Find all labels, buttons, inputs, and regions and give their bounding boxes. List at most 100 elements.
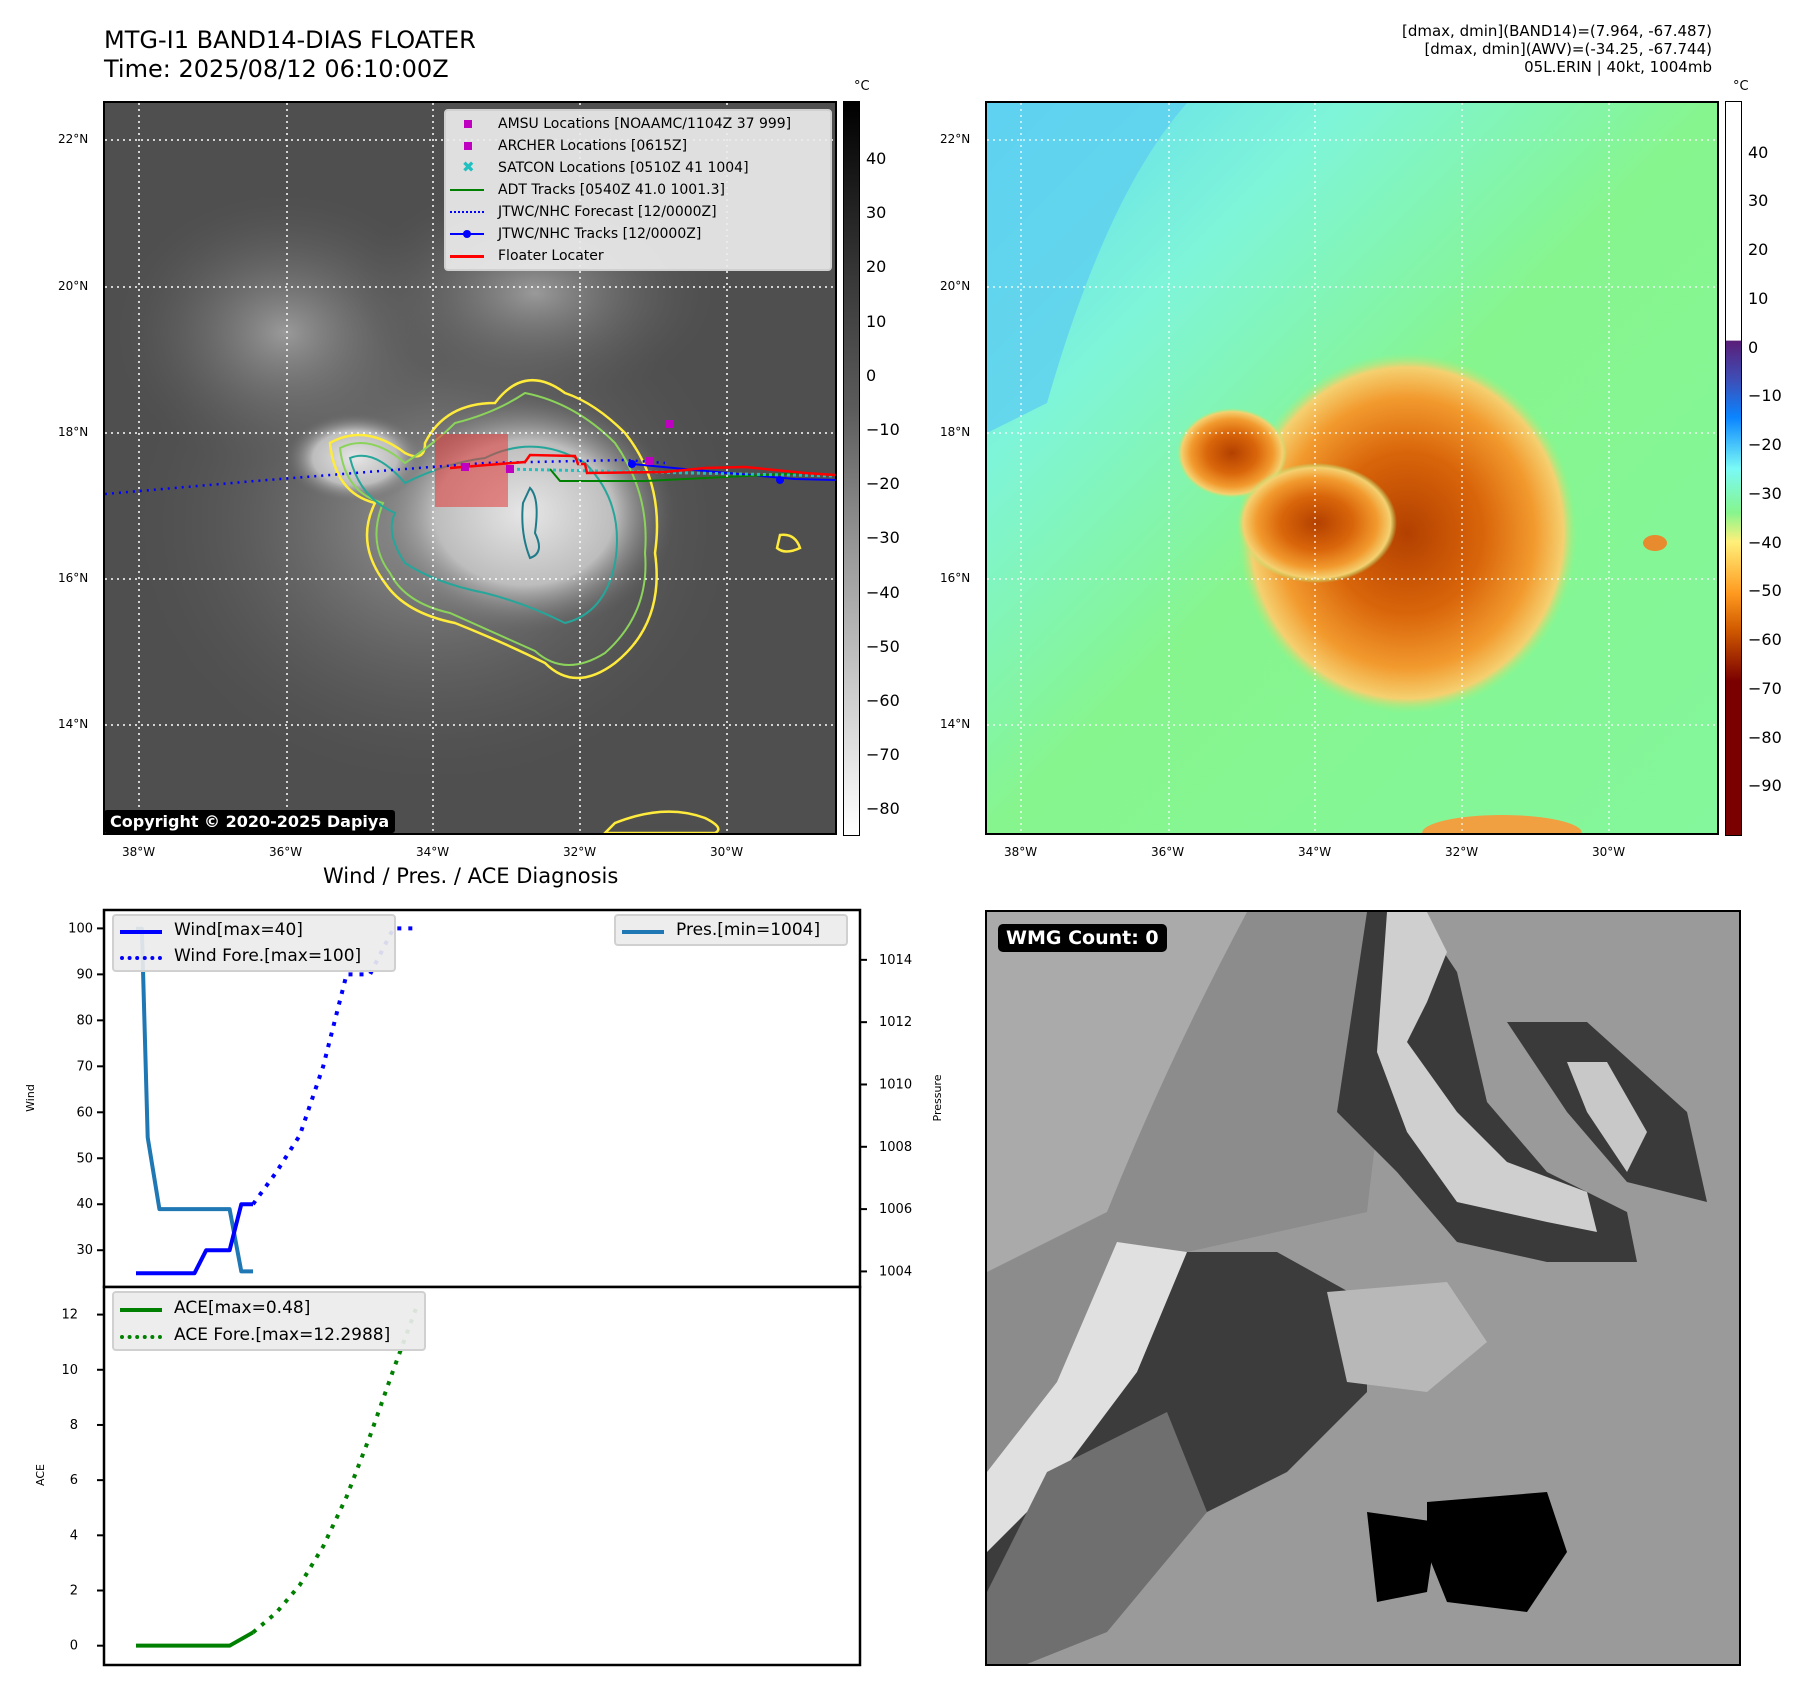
colorbar-tick: −50 bbox=[866, 637, 900, 656]
ace-legend: ACE[max=0.48] ACE Fore.[max=12.2988] bbox=[112, 1291, 426, 1351]
colorbar-tick: −40 bbox=[866, 583, 900, 602]
legend-label: AMSU Locations [NOAAMC/1104Z 37 999] bbox=[498, 116, 792, 132]
copyright-badge: Copyright © 2020-2025 Dapiya bbox=[105, 810, 396, 833]
lat-tick: 20°N bbox=[940, 279, 971, 293]
contour-yellow-small bbox=[775, 533, 802, 553]
square-marker-icon bbox=[464, 120, 472, 128]
wind-tick-label: 40 bbox=[76, 1197, 93, 1212]
legend-item-adt: ADT Tracks [0540Z 41.0 1001.3] bbox=[446, 179, 830, 201]
wmg-count-badge: WMG Count: 0 bbox=[998, 924, 1167, 952]
lon-tick: 36°W bbox=[1151, 845, 1185, 859]
map-gridlines bbox=[987, 103, 1717, 833]
legend-item-wind-forecast: Wind Fore.[max=100] bbox=[114, 943, 394, 969]
dotted-line-icon bbox=[450, 211, 484, 213]
lon-tick: 36°W bbox=[269, 845, 303, 859]
lat-tick: 22°N bbox=[940, 132, 971, 146]
ace-tick-label: 2 bbox=[70, 1584, 78, 1599]
legend-label: Pres.[min=1004] bbox=[676, 920, 821, 940]
contour-green bbox=[338, 391, 647, 666]
lat-tick: 16°N bbox=[58, 571, 89, 585]
line-icon bbox=[120, 1307, 162, 1312]
lat-tick: 20°N bbox=[58, 279, 89, 293]
satcon-locations bbox=[504, 467, 835, 478]
color-map-image bbox=[987, 103, 1717, 833]
lon-tick: 30°W bbox=[710, 845, 744, 859]
info-line-3: 05L.ERIN | 40kt, 1004mb bbox=[1524, 58, 1712, 76]
legend-item-pressure: Pres.[min=1004] bbox=[616, 917, 846, 943]
dotted-line-icon bbox=[120, 956, 162, 960]
legend-label: Wind Fore.[max=100] bbox=[174, 946, 362, 966]
color-map-panel[interactable] bbox=[985, 101, 1719, 835]
colorbar-tick: −70 bbox=[866, 745, 900, 764]
pressure-tick-label: 1004 bbox=[879, 1264, 912, 1279]
figure-title: MTG-I1 BAND14-DIAS FLOATER Time: 2025/08… bbox=[104, 26, 476, 84]
lon-tick: 32°W bbox=[1445, 845, 1479, 859]
wind-legend: Wind[max=40] Wind Fore.[max=100] bbox=[112, 914, 396, 972]
wind-tick-label: 50 bbox=[76, 1151, 93, 1166]
pressure-y-ticks: 1014 1012 1010 1008 1006 1004 bbox=[860, 953, 912, 1279]
colorbar-tick: 0 bbox=[1748, 338, 1759, 357]
lat-tick: 18°N bbox=[940, 425, 971, 439]
legend-item-satcon: ✖ SATCON Locations [0510Z 41 1004] bbox=[446, 157, 830, 179]
jtwc-track-point bbox=[776, 476, 784, 484]
wmg-black-region bbox=[1427, 1492, 1567, 1612]
colorbar-unit: °C bbox=[1733, 79, 1749, 94]
pressure-tick-label: 1010 bbox=[879, 1077, 912, 1092]
pressure-axis-label: Pressure bbox=[931, 1074, 944, 1121]
lat-tick: 14°N bbox=[58, 717, 89, 731]
legend-label: JTWC/NHC Tracks [12/0000Z] bbox=[498, 226, 702, 242]
colorbar-tick: −20 bbox=[866, 474, 900, 493]
map-legend: AMSU Locations [NOAAMC/1104Z 37 999] ARC… bbox=[444, 109, 832, 271]
wind-tick-label: 30 bbox=[76, 1243, 93, 1258]
pressure-legend: Pres.[min=1004] bbox=[614, 914, 848, 946]
legend-label: ADT Tracks [0540Z 41.0 1001.3] bbox=[498, 182, 725, 198]
legend-item-archer: ARCHER Locations [0615Z] bbox=[446, 135, 830, 157]
lon-tick: 30°W bbox=[1592, 845, 1626, 859]
square-marker-icon bbox=[464, 142, 472, 150]
legend-item-wind: Wind[max=40] bbox=[114, 917, 394, 943]
lat-tick: 16°N bbox=[940, 571, 971, 585]
legend-item-floater: Floater Locater bbox=[446, 245, 830, 267]
diagnosis-chart-title: Wind / Pres. / ACE Diagnosis bbox=[323, 864, 619, 888]
colorbar-tick: 30 bbox=[866, 203, 887, 222]
contour-yellow bbox=[328, 378, 659, 680]
colorbar-tick: −30 bbox=[1748, 484, 1782, 503]
floater-locater-track bbox=[449, 453, 835, 477]
ace-axis-label: ACE bbox=[34, 1464, 47, 1486]
storm-info: [dmax, dmin](BAND14)=(7.964, -67.487) [d… bbox=[1402, 22, 1712, 76]
colorbar-tick: 10 bbox=[1748, 289, 1769, 308]
colorbar-tick: −50 bbox=[1748, 581, 1782, 600]
line-icon bbox=[450, 189, 484, 191]
ace-tick-label: 4 bbox=[70, 1528, 78, 1543]
colorbar-tick: −60 bbox=[866, 691, 900, 710]
colorbar-tick: −80 bbox=[1748, 728, 1782, 747]
archer-marker bbox=[506, 465, 514, 473]
title-line-2: Time: 2025/08/12 06:10:00Z bbox=[104, 55, 449, 83]
ir-map-panel[interactable]: AMSU Locations [NOAAMC/1104Z 37 999] ARC… bbox=[103, 101, 837, 835]
legend-label: ARCHER Locations [0615Z] bbox=[498, 138, 688, 154]
line-icon bbox=[450, 255, 484, 258]
lon-tick: 34°W bbox=[416, 845, 450, 859]
colorbar-tick: −80 bbox=[866, 799, 900, 818]
legend-label: ACE[max=0.48] bbox=[174, 1297, 311, 1318]
jtwc-track-point bbox=[628, 460, 636, 468]
archer-marker bbox=[646, 457, 654, 465]
ace-tick-label: 6 bbox=[70, 1473, 78, 1488]
legend-item-ace-forecast: ACE Fore.[max=12.2988] bbox=[114, 1321, 424, 1348]
wind-series-group bbox=[135, 926, 417, 1276]
legend-item-jtwc-forecast: JTWC/NHC Forecast [12/0000Z] bbox=[446, 201, 830, 223]
colorbar-tick: −20 bbox=[1748, 435, 1782, 454]
wind-tick-label: 80 bbox=[76, 1013, 93, 1028]
ace-tick-label: 12 bbox=[61, 1308, 78, 1323]
line-icon bbox=[622, 930, 664, 934]
title-line-1: MTG-I1 BAND14-DIAS FLOATER bbox=[104, 26, 476, 54]
colorbar-tick: −60 bbox=[1748, 630, 1782, 649]
colorbar-tick: 10 bbox=[866, 312, 887, 331]
ace-tick-label: 8 bbox=[70, 1418, 78, 1433]
colorbar-tick: 30 bbox=[1748, 191, 1769, 210]
wmg-panel[interactable]: WMG Count: 0 bbox=[985, 910, 1741, 1666]
colorbar-tick: −70 bbox=[1748, 679, 1782, 698]
x-marker-icon: ✖ bbox=[462, 158, 475, 176]
colorbar-tick: 40 bbox=[1748, 143, 1769, 162]
